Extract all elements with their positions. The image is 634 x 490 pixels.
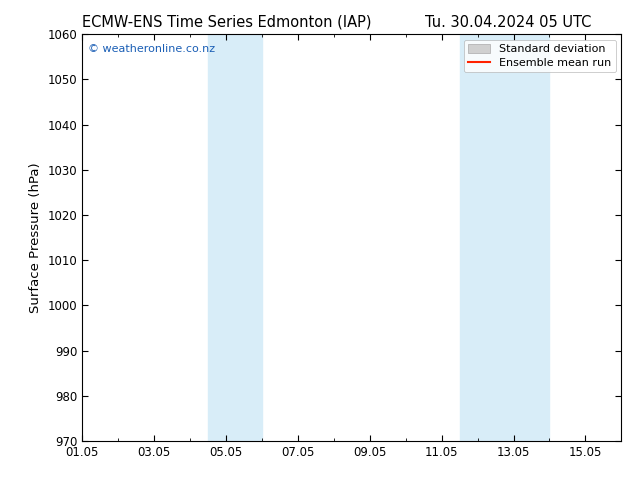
Bar (208, 34, 262, 441)
Legend: Standard deviation, Ensemble mean run: Standard deviation, Ensemble mean run (463, 40, 616, 73)
Bar (460, 34, 550, 441)
Text: © weatheronline.co.nz: © weatheronline.co.nz (87, 45, 215, 54)
Text: Tu. 30.04.2024 05 UTC: Tu. 30.04.2024 05 UTC (425, 15, 591, 30)
Text: ECMW-ENS Time Series Edmonton (IAP): ECMW-ENS Time Series Edmonton (IAP) (82, 15, 372, 30)
Y-axis label: Surface Pressure (hPa): Surface Pressure (hPa) (29, 162, 42, 313)
